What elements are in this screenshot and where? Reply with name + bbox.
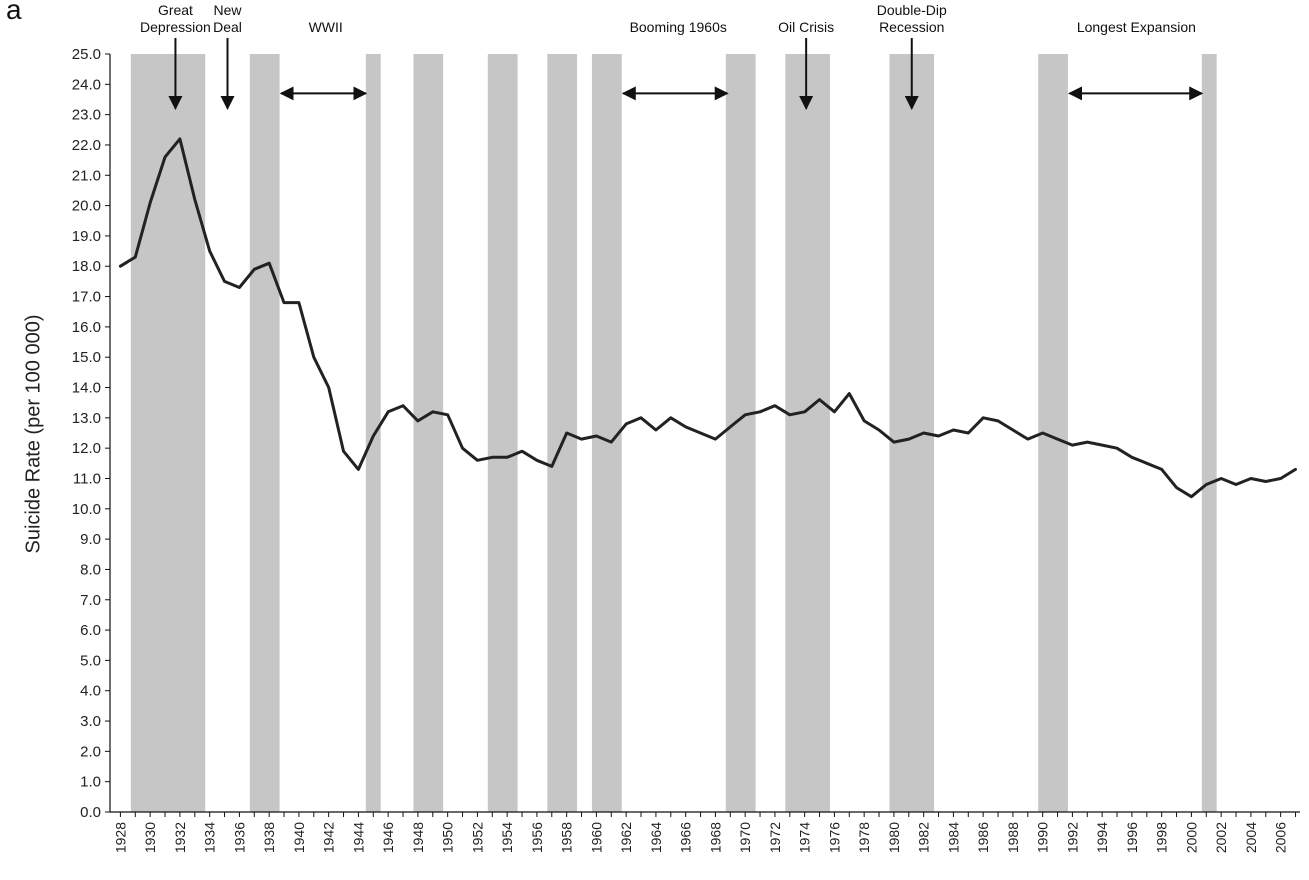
x-tick-label: 1968 (707, 822, 723, 853)
x-tick-label: 1998 (1154, 822, 1170, 853)
y-tick-label: 21.0 (72, 167, 101, 184)
x-tick-label: 1980 (886, 822, 902, 853)
x-tick-label: 1928 (112, 822, 128, 853)
y-tick-label: 11.0 (73, 470, 101, 487)
x-tick-label: 1946 (380, 822, 396, 853)
y-tick-label: 20.0 (72, 198, 101, 215)
y-tick-label: 5.0 (80, 652, 101, 669)
x-tick-label: 1988 (1005, 822, 1021, 853)
y-tick-label: 7.0 (80, 592, 101, 609)
y-tick-label: 2.0 (80, 743, 101, 760)
x-tick-label: 1940 (291, 822, 307, 853)
x-tick-label: 2004 (1243, 822, 1259, 853)
x-tick-label: 1986 (975, 822, 991, 853)
annotation-label: Depression (140, 19, 211, 35)
x-tick-label: 1960 (588, 822, 604, 853)
annotation-label: Booming 1960s (630, 19, 727, 35)
x-tick-label: 1950 (440, 822, 456, 853)
recession-band-5 (547, 54, 578, 812)
y-tick-label: 4.0 (80, 683, 101, 700)
x-tick-label: 1934 (202, 822, 218, 853)
recession-band-7 (725, 54, 756, 812)
y-tick-label: 3.0 (80, 713, 101, 730)
series-line-0 (118, 137, 1297, 499)
y-tick-label: 18.0 (72, 258, 101, 275)
annotation-label: Longest Expansion (1077, 19, 1196, 35)
y-tick-label: 19.0 (72, 228, 101, 245)
x-tick-label: 1948 (410, 822, 426, 853)
y-tick-label: 25.0 (72, 46, 101, 63)
y-tick-label: 0.0 (80, 804, 101, 821)
y-tick-label: 15.0 (72, 349, 101, 366)
y-tick-label: 9.0 (80, 531, 101, 548)
x-tick-label: 2002 (1213, 822, 1229, 853)
x-tick-label: 1930 (142, 822, 158, 853)
recession-band-11 (1201, 54, 1217, 812)
recession-band-6 (591, 54, 622, 812)
y-tick-label: 17.0 (72, 289, 101, 306)
recession-band-8 (785, 54, 830, 812)
x-tick-label: 2006 (1273, 822, 1289, 853)
x-tick-label: 1974 (797, 822, 813, 853)
y-tick-label: 14.0 (72, 380, 101, 397)
annotation-label: Great (158, 2, 193, 18)
y-tick-label: 6.0 (80, 622, 101, 639)
y-tick-label: 23.0 (72, 107, 101, 124)
recession-band-1 (249, 54, 280, 812)
x-tick-label: 1936 (231, 822, 247, 853)
annotation-label: Double-Dip (877, 2, 947, 18)
panel-letter: a (6, 0, 22, 25)
y-tick-label: 1.0 (80, 774, 101, 791)
x-tick-label: 1994 (1094, 822, 1110, 853)
x-tick-label: 1972 (767, 822, 783, 853)
recession-band-3 (413, 54, 444, 812)
recession-band-2 (365, 54, 381, 812)
x-tick-label: 1942 (321, 822, 337, 853)
recession-band-4 (487, 54, 518, 812)
y-tick-label: 13.0 (72, 410, 101, 427)
y-tick-label: 10.0 (72, 501, 101, 518)
x-tick-label: 1964 (648, 822, 664, 853)
x-tick-label: 1944 (350, 822, 366, 853)
y-tick-label: 22.0 (72, 137, 101, 154)
x-tick-label: 1992 (1064, 822, 1080, 853)
y-tick-label: 8.0 (80, 561, 101, 578)
x-tick-label: 1958 (559, 822, 575, 853)
x-tick-label: 1966 (678, 822, 694, 853)
y-tick-label: 16.0 (72, 319, 101, 336)
x-tick-label: 1982 (916, 822, 932, 853)
x-tick-label: 1996 (1124, 822, 1140, 853)
annotation-label: WWII (309, 19, 343, 35)
y-tick-label: 12.0 (72, 440, 101, 457)
x-tick-label: 1984 (945, 822, 961, 853)
x-tick-label: 1970 (737, 822, 753, 853)
annotation-label: New (214, 2, 243, 18)
x-tick-label: 1976 (826, 822, 842, 853)
y-tick-label: 24.0 (72, 76, 101, 93)
x-tick-label: 1932 (172, 822, 188, 853)
x-tick-label: 1956 (529, 822, 545, 853)
recession-band-0 (130, 54, 206, 812)
x-tick-label: 1952 (469, 822, 485, 853)
x-tick-label: 1978 (856, 822, 872, 853)
x-tick-label: 1990 (1035, 822, 1051, 853)
x-tick-label: 1962 (618, 822, 634, 853)
x-tick-label: 1938 (261, 822, 277, 853)
x-tick-label: 2000 (1183, 822, 1199, 853)
x-tick-label: 1954 (499, 822, 515, 853)
annotation-label: Oil Crisis (778, 19, 834, 35)
annotation-label: Deal (213, 19, 242, 35)
annotation-label: Recession (879, 19, 944, 35)
